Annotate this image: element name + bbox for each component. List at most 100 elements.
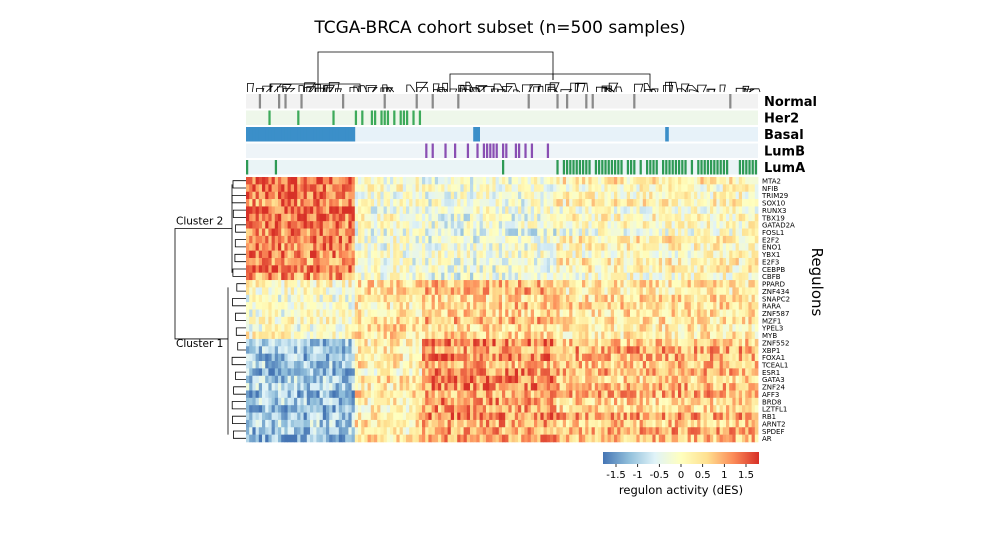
heatmap-cell: [610, 250, 615, 259]
heatmap-cell: [386, 383, 391, 391]
heatmap-cell: [550, 243, 554, 251]
heatmap-cell: [460, 280, 464, 288]
heatmap-cell: [492, 287, 496, 296]
heatmap-cell: [690, 221, 695, 229]
heatmap-cell: [662, 235, 666, 244]
heatmap-cell: [390, 191, 394, 200]
heatmap-cell: [578, 383, 583, 391]
heatmap-cell: [374, 235, 378, 244]
heatmap-cell: [534, 280, 538, 288]
heatmap-cell: [726, 280, 730, 288]
heatmap-cell: [642, 346, 647, 354]
heatmap-cell: [697, 221, 701, 229]
heatmap-cell: [649, 375, 653, 384]
heatmap-cell: [495, 287, 500, 296]
heatmap-cell: [751, 397, 756, 406]
heatmap-cell: [729, 199, 733, 207]
heatmap-cell: [578, 191, 583, 200]
heatmap-cell: [585, 294, 589, 303]
heatmap-cell: [726, 294, 730, 303]
heatmap-cell: [556, 265, 560, 273]
heatmap-cell: [383, 353, 388, 362]
heatmap-cell: [697, 206, 701, 215]
heatmap-cell: [569, 243, 573, 251]
heatmap-cell: [514, 206, 519, 215]
heatmap-cell: [524, 338, 528, 347]
heatmap-cell: [258, 324, 263, 332]
heatmap-cell: [351, 397, 356, 406]
heatmap-cell: [367, 309, 372, 318]
heatmap-cell: [742, 302, 746, 310]
heatmap-cell: [479, 338, 484, 347]
heatmap-cell: [722, 221, 727, 229]
heatmap-cell: [303, 265, 308, 273]
heatmap-cell: [511, 191, 516, 200]
heatmap-cell: [348, 243, 352, 251]
heatmap-cell: [476, 199, 480, 207]
heatmap-cell: [415, 280, 420, 288]
heatmap-cell: [636, 257, 640, 266]
heatmap-cell: [498, 213, 503, 222]
heatmap-cell: [524, 309, 528, 318]
heatmap-cell: [700, 324, 704, 332]
heatmap-cell: [745, 324, 749, 332]
heatmap-cell: [732, 177, 736, 185]
heatmap-cell: [380, 191, 384, 200]
heatmap-cell: [473, 243, 477, 251]
heatmap-cell: [482, 191, 487, 200]
heatmap-cell: [569, 250, 573, 259]
heatmap-cell: [530, 361, 535, 369]
heatmap-cell: [332, 199, 336, 207]
heatmap-cell: [479, 361, 484, 369]
heatmap-cell: [476, 346, 480, 354]
heatmap-cell: [665, 302, 669, 310]
heatmap-cell: [582, 191, 586, 200]
heatmap-cell: [559, 353, 564, 362]
heatmap-cell: [255, 287, 260, 296]
heatmap-cell: [588, 280, 592, 288]
heatmap-cell: [681, 302, 685, 310]
heatmap-cell: [745, 206, 749, 215]
heatmap-cell: [457, 184, 461, 193]
heatmap-cell: [450, 324, 455, 332]
heatmap-cell: [294, 405, 298, 413]
heatmap-cell: [265, 397, 269, 406]
heatmap-cell: [374, 338, 378, 347]
heatmap-cell: [412, 309, 416, 318]
heatmap-cell: [246, 257, 250, 266]
heatmap-cell: [678, 316, 682, 325]
heatmap-cell: [249, 294, 253, 303]
heatmap-cell: [537, 309, 541, 318]
heatmap-cell: [434, 361, 439, 369]
heatmap-cell: [742, 191, 746, 200]
heatmap-cell: [412, 368, 416, 377]
heatmap-cell: [441, 228, 445, 237]
heatmap-cell: [335, 265, 340, 273]
heatmap-cell: [620, 184, 624, 193]
heatmap-cell: [658, 338, 663, 347]
heatmap-cell: [546, 280, 551, 288]
heatmap-cell: [348, 177, 352, 185]
heatmap-cell: [358, 397, 362, 406]
heatmap-cell: [271, 302, 276, 310]
heatmap-cell: [294, 361, 298, 369]
heatmap-cell: [409, 383, 413, 391]
heatmap-cell: [319, 221, 324, 229]
heatmap-cell: [434, 191, 439, 200]
heatmap-cell: [441, 191, 445, 200]
heatmap-cell: [268, 280, 272, 288]
heatmap-cell: [687, 302, 692, 310]
heatmap-cell: [729, 265, 733, 273]
heatmap-cell: [562, 235, 567, 244]
heatmap-cell: [479, 302, 484, 310]
heatmap-cell: [329, 361, 333, 369]
heatmap-cell: [354, 324, 359, 332]
heatmap-cell: [492, 353, 496, 362]
heatmap-cell: [700, 383, 704, 391]
heatmap-cell: [425, 184, 429, 193]
heatmap-cell: [326, 375, 330, 384]
heatmap-cell: [274, 243, 279, 251]
heatmap-cell: [684, 272, 688, 281]
heatmap-cell: [658, 324, 663, 332]
heatmap-cell: [674, 390, 679, 399]
